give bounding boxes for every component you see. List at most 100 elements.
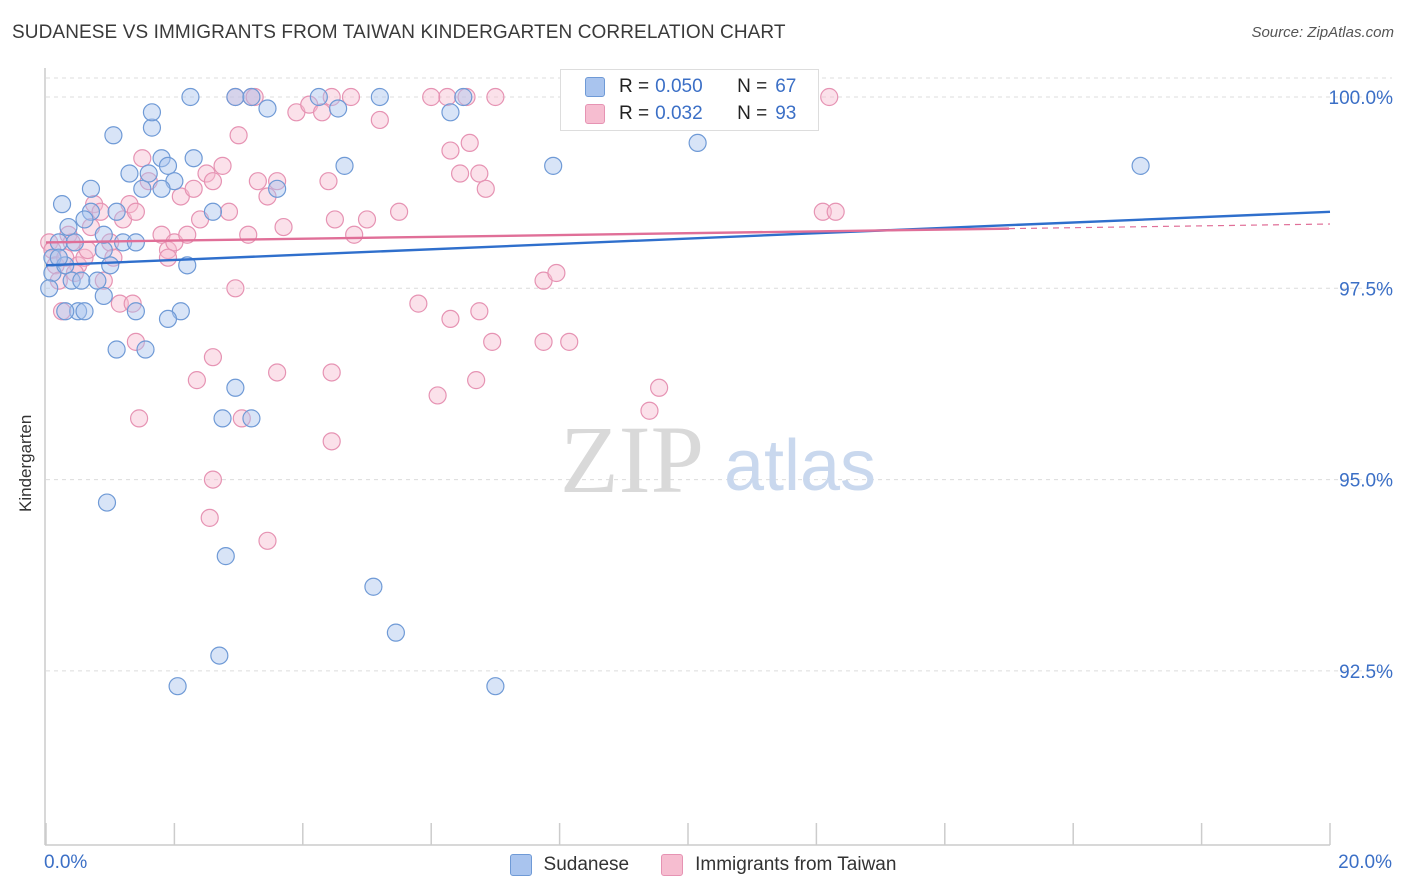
- y-axis-label: Kindergarten: [16, 414, 35, 512]
- sudanese-point: [158, 309, 178, 329]
- taiwan-point: [126, 332, 145, 351]
- taiwan-point: [258, 531, 277, 550]
- taiwan-point: [441, 141, 460, 160]
- watermark-zip: ZIP: [560, 406, 704, 513]
- taiwan-point: [274, 217, 293, 237]
- sudanese-point: [486, 677, 505, 696]
- taiwan-point: [813, 202, 832, 221]
- sudanese-point: [56, 302, 75, 321]
- sudanese-point: [94, 286, 113, 306]
- taiwan-point: [322, 432, 341, 451]
- sudanese-point: [120, 164, 139, 183]
- taiwan-point: [486, 87, 505, 107]
- taiwan-point: [200, 508, 219, 527]
- sudanese-point: [62, 271, 81, 290]
- taiwan-point: [232, 409, 251, 428]
- taiwan-point: [409, 294, 428, 313]
- sudanese-point: [441, 103, 460, 122]
- n-label: N =: [737, 76, 768, 97]
- r-value-sudanese: 0.050: [655, 76, 703, 97]
- sudanese-point: [104, 126, 123, 145]
- taiwan-point: [341, 87, 361, 107]
- stats-legend-row-sudanese: R = 0.050 N = 67: [585, 75, 796, 99]
- watermark: ZIP atlas: [560, 406, 876, 513]
- taiwan-point: [560, 332, 579, 351]
- n-value-sudanese: 67: [775, 76, 797, 97]
- sudanese-point: [370, 87, 389, 107]
- sudanese-point: [158, 156, 178, 175]
- sudanese-point: [94, 240, 113, 260]
- taiwan-point: [370, 110, 389, 130]
- trend-lines: [45, 210, 1331, 267]
- sudanese-point: [139, 164, 158, 183]
- taiwan-point: [345, 225, 364, 244]
- sudanese-point: [133, 179, 152, 198]
- sudanese-point: [268, 179, 287, 198]
- sudanese-point: [168, 677, 187, 696]
- taiwan-point: [184, 179, 203, 198]
- taiwan-trend-line-extrapolated: [1008, 223, 1331, 230]
- series-sudanese-points: [40, 87, 1150, 696]
- sudanese-point: [72, 271, 91, 290]
- sudanese-trend-line: [45, 210, 1331, 267]
- sudanese-point: [242, 87, 261, 107]
- axes: [44, 68, 1331, 846]
- stats-legend: R = 0.050 N = 67 R = 0.032 N = 93: [560, 69, 819, 131]
- taiwan-point: [203, 470, 223, 489]
- sudanese-point: [226, 87, 245, 107]
- sudanese-point: [181, 87, 200, 107]
- taiwan-point: [441, 309, 460, 329]
- r-label: R =: [619, 103, 650, 124]
- sudanese-point: [142, 103, 162, 122]
- x-tick-label-max: 20.0%: [1338, 852, 1392, 873]
- taiwan-point: [650, 378, 669, 397]
- sudanese-point: [81, 179, 101, 198]
- sudanese-point: [59, 217, 78, 237]
- watermark-atlas: atlas: [724, 426, 876, 506]
- sudanese-point: [688, 133, 707, 153]
- taiwan-point: [390, 202, 409, 221]
- stats-legend-row-taiwan: R = 0.032 N = 93: [585, 102, 796, 126]
- sudanese-point: [213, 409, 232, 428]
- sudanese-point: [309, 87, 328, 107]
- taiwan-point: [640, 401, 659, 420]
- r-value-taiwan: 0.032: [655, 103, 703, 124]
- taiwan-point: [268, 363, 287, 382]
- sudanese-point: [49, 248, 68, 267]
- sudanese-point: [52, 195, 72, 214]
- sudanese-point: [94, 225, 113, 244]
- n-label: N =: [737, 103, 768, 124]
- sudanese-point: [88, 271, 107, 290]
- sudanese-point: [75, 210, 94, 229]
- sudanese-point: [136, 340, 155, 359]
- sudanese-point: [210, 646, 229, 665]
- y-tick-label: 100.0%: [1329, 88, 1394, 109]
- taiwan-trend-line: [45, 227, 1010, 244]
- taiwan-point: [470, 164, 489, 183]
- sudanese-point: [101, 256, 120, 275]
- sudanese-point: [216, 547, 235, 566]
- taiwan-point: [213, 156, 232, 175]
- sudanese-point: [226, 378, 245, 397]
- sudanese-point: [1131, 156, 1150, 175]
- sudanese-point: [40, 279, 59, 298]
- taiwan-point: [229, 126, 248, 145]
- legend-item-sudanese[interactable]: Sudanese: [509, 854, 629, 876]
- taiwan-swatch: [585, 104, 605, 124]
- taiwan-point: [826, 202, 845, 221]
- sudanese-point: [258, 99, 277, 118]
- taiwan-point: [319, 172, 338, 191]
- y-tick-label: 95.0%: [1339, 471, 1393, 492]
- taiwan-point: [438, 87, 457, 107]
- sudanese-point: [544, 156, 563, 175]
- taiwan-point: [94, 271, 113, 290]
- legend-item-taiwan[interactable]: Immigrants from Taiwan: [661, 854, 896, 876]
- taiwan-point: [129, 409, 149, 428]
- y-tick-label: 92.5%: [1339, 662, 1393, 683]
- sudanese-point: [178, 256, 197, 275]
- taiwan-point: [248, 172, 267, 191]
- taiwan-point: [470, 302, 489, 321]
- taiwan-point: [534, 332, 553, 351]
- taiwan-point: [258, 187, 277, 206]
